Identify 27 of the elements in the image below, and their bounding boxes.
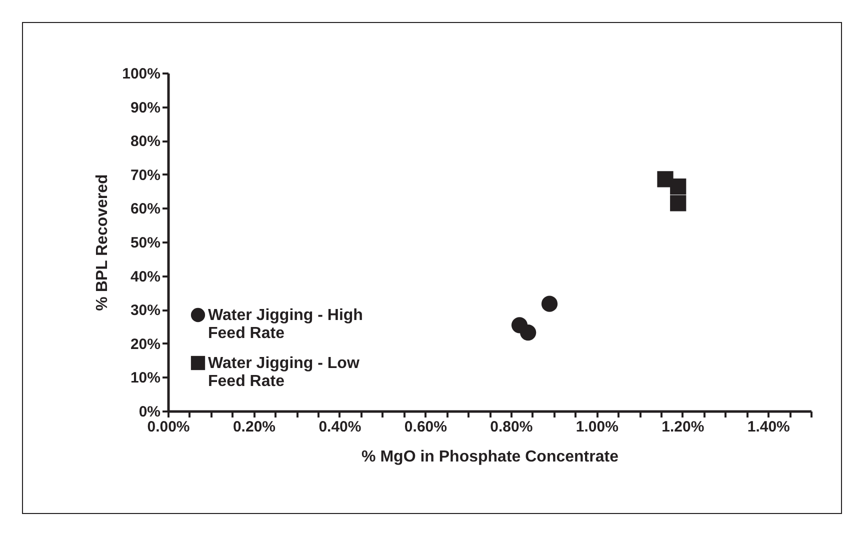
- y-tick-label: 0%: [138, 404, 160, 420]
- y-tick-label: 20%: [130, 336, 160, 353]
- x-tick-label: 0.20%: [232, 418, 276, 436]
- legend-label: Water Jigging - High Feed Rate: [208, 307, 363, 342]
- x-tick-label: 0.60%: [404, 418, 447, 436]
- point: [670, 195, 686, 212]
- x-tick-label: 1.00%: [576, 418, 618, 436]
- x-tick-label: 0.00%: [147, 418, 190, 436]
- x-tick-label: 1.20%: [662, 418, 704, 436]
- y-axis-title: % BPL Recovered: [94, 174, 112, 311]
- y-tick-label: 10%: [130, 370, 160, 387]
- x-tick-label: 0.40%: [318, 418, 362, 436]
- y-tick-label: 60%: [130, 200, 160, 218]
- legend-label: Water Jigging - Low Feed Rate: [208, 355, 360, 390]
- x-tick-label: 0.80%: [490, 418, 533, 436]
- y-tick-label: 50%: [130, 234, 160, 252]
- y-tick-label: 100%: [122, 66, 160, 82]
- point: [520, 324, 536, 341]
- y-tick-label: 30%: [130, 302, 160, 320]
- point: [541, 296, 558, 312]
- y-tick-label: 90%: [130, 99, 160, 116]
- x-tick-label: 1.40%: [747, 418, 790, 436]
- y-tick-label: 70%: [130, 166, 160, 184]
- y-tick-label: 40%: [130, 268, 160, 286]
- y-tick-label: 80%: [130, 133, 160, 150]
- x-axis-title: % MgO in Phosphate Concentrate: [362, 448, 619, 466]
- point: [670, 178, 686, 195]
